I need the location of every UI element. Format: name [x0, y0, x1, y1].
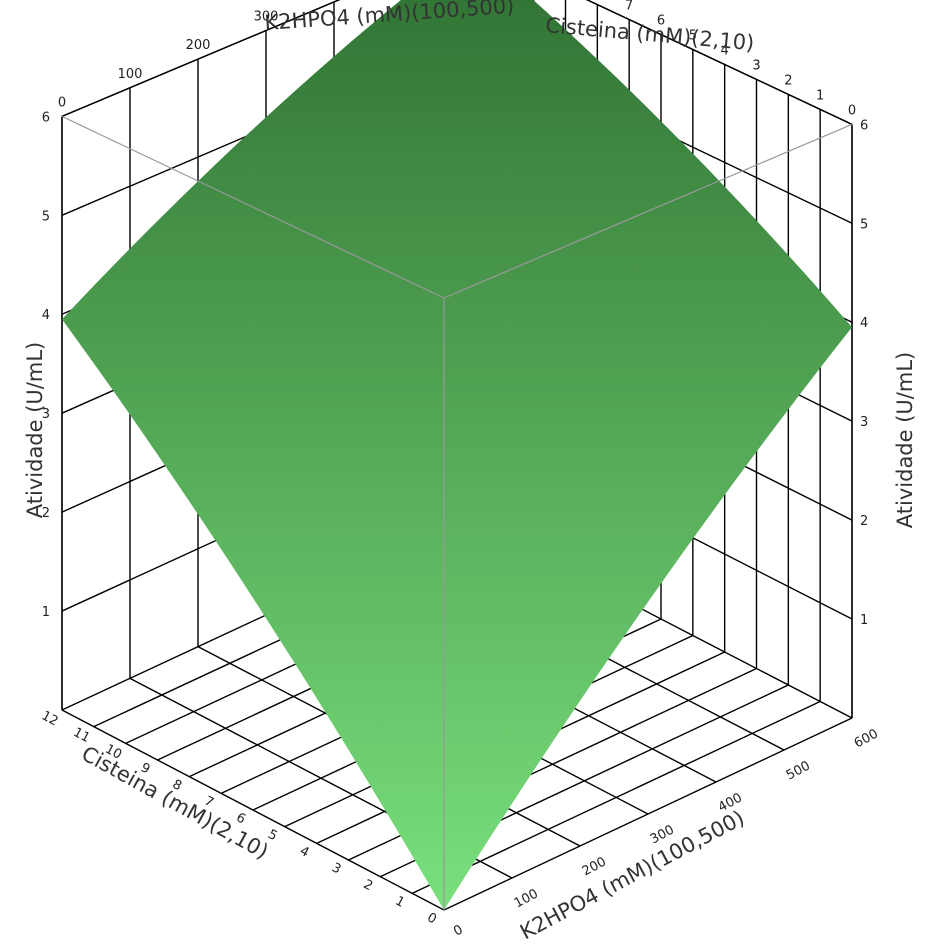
x-tick-label-front: 0: [451, 922, 465, 939]
y-tick-label-front: 0: [424, 910, 438, 927]
y-tick-label-top: 5: [689, 29, 697, 44]
response-surface: [62, 0, 852, 910]
z-tick-label-left: 1: [42, 605, 50, 620]
y-axis-title-front: Cisteina (mM)(2,10): [78, 741, 273, 864]
y-tick-label-front: 12: [39, 708, 61, 729]
z-tick-label-right: 6: [860, 118, 868, 133]
z-tick-label-right: 5: [860, 217, 868, 232]
z-tick-label-left: 5: [42, 209, 50, 224]
y-tick-label-front: 10: [102, 742, 124, 763]
top-frame-right: [443, 123, 853, 299]
y-tick-label-top: 7: [625, 0, 633, 14]
y-tick-label-top: 1: [816, 88, 824, 103]
front-grid-layer: [61, 115, 853, 910]
top-back-edge-left: [61, 0, 341, 118]
x-tick-label-top: 0: [58, 95, 66, 110]
y-tick-label-top: 2: [784, 73, 792, 88]
z-axis-title-right: Atividade (U/mL): [893, 352, 917, 528]
x-tick-label-top: 100: [118, 67, 143, 82]
x-tick-label-top: 200: [186, 38, 211, 53]
z-tick-label-right: 2: [860, 514, 868, 529]
y-tick-label-top: 3: [752, 58, 760, 73]
z-tick-label-left: 2: [42, 506, 50, 521]
z-axis-title-left: Atividade (U/mL): [23, 342, 47, 518]
y-tick-label-front: 2: [361, 877, 375, 894]
z-tick-label-left: 6: [42, 110, 50, 125]
y-tick-label-top: 4: [721, 43, 729, 58]
top-back-edge-right: [585, 0, 853, 125]
y-tick-label-top: 6: [657, 14, 665, 29]
z-tick-label-right: 4: [860, 316, 868, 331]
y-tick-label-front: 4: [297, 844, 311, 861]
z-tick-label-right: 3: [860, 415, 868, 430]
x-tick-label-top: 300: [254, 10, 279, 25]
z-tick-label-left: 4: [42, 308, 50, 323]
z-tick-label-left: 3: [42, 407, 50, 422]
x-axis-title-front: K2HPO4 (mM)(100,500): [516, 806, 748, 945]
surface-layer: [62, 0, 852, 910]
x-tick-label-front: 100: [512, 886, 541, 911]
x-tick-label-front: 500: [784, 758, 813, 783]
top-frame-left: [61, 115, 445, 299]
floor-grid-line-y: [411, 700, 821, 894]
y-tick-label-front: 11: [71, 725, 93, 746]
y-tick-label-top: 0: [848, 103, 856, 118]
z-tick-label-right: 1: [860, 613, 868, 628]
x-tick-label-front: 600: [852, 726, 881, 751]
y-tick-label-front: 3: [329, 860, 343, 877]
floor-grid-line-y: [443, 717, 853, 911]
y-tick-label-front: 1: [393, 894, 407, 911]
